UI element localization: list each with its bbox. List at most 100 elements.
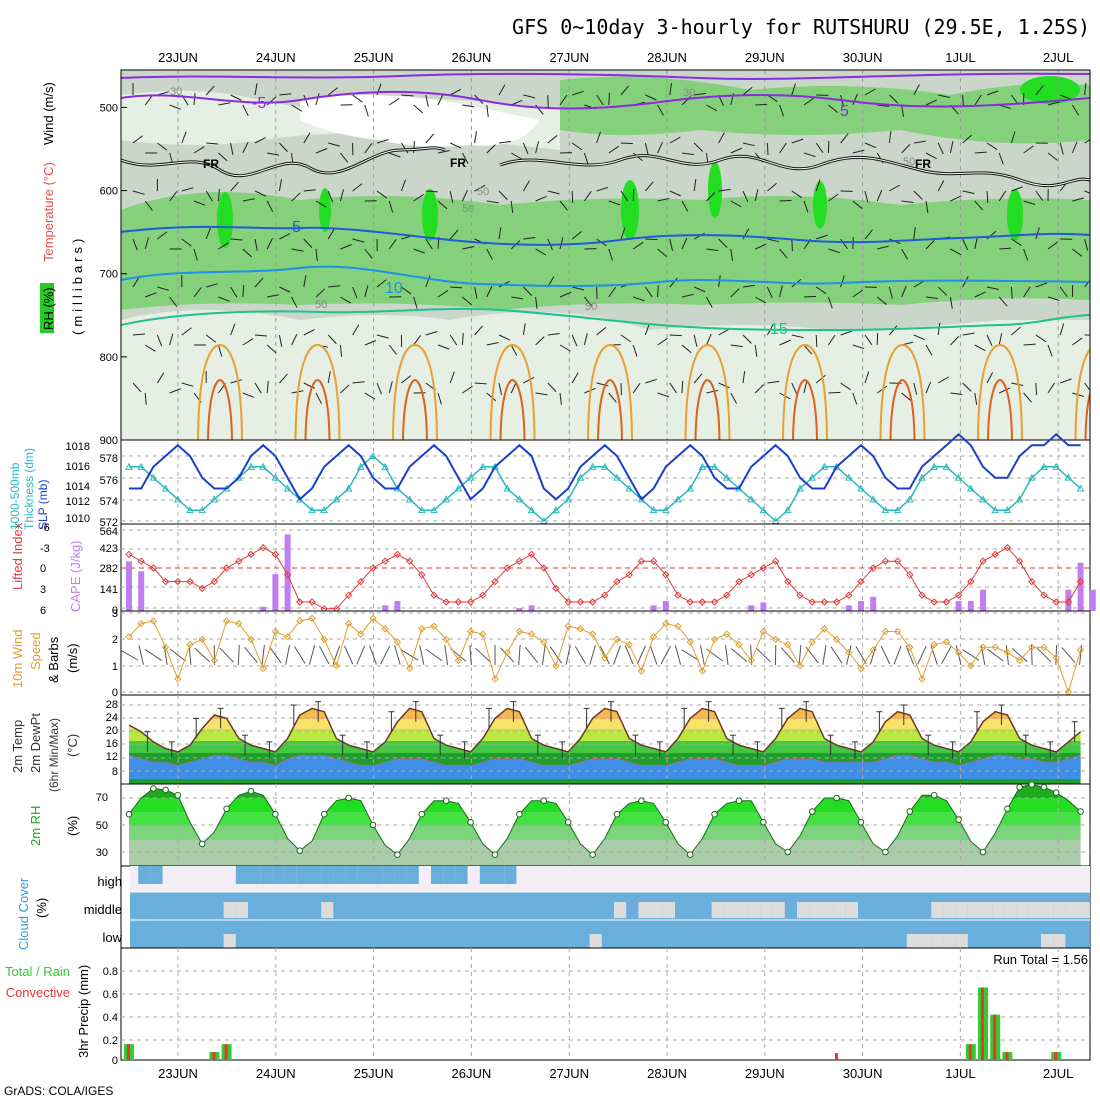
- wind-barb: [559, 392, 562, 405]
- wind-barb: [864, 88, 876, 96]
- rh-point: [1077, 808, 1084, 815]
- cape-bar: [1089, 589, 1096, 611]
- wind-barb: [889, 184, 901, 192]
- wind-barb: [254, 83, 258, 96]
- wind-barb: [364, 392, 376, 400]
- wind-speed-point: [149, 617, 158, 625]
- wind-barb: [244, 647, 258, 663]
- wind-barb: [852, 200, 863, 209]
- thickness-point: [442, 495, 451, 503]
- lifted-index-point: [759, 564, 768, 572]
- wind-barb: [657, 392, 670, 398]
- wind-barb: [669, 277, 678, 288]
- wind-barb: [315, 93, 320, 106]
- wind-speed-point: [649, 633, 658, 641]
- lifted-index-point: [845, 591, 853, 599]
- wind-speed-point: [527, 630, 536, 638]
- wind-barb: [144, 344, 156, 352]
- isotherm-20-loop: [587, 343, 633, 440]
- wind-barb: [632, 241, 644, 250]
- li-tick: 3: [40, 584, 46, 596]
- wind-speed-point: [332, 661, 341, 670]
- wind-barb: [583, 152, 589, 165]
- low-cloud-gap: [223, 934, 236, 948]
- rh-point: [638, 797, 645, 805]
- wind-speed-point: [857, 664, 865, 673]
- lifted-index-point: [259, 543, 267, 552]
- wind-barb: [549, 646, 563, 664]
- wind-barb: [986, 372, 994, 384]
- wind-barb: [840, 133, 849, 144]
- wind-barb: [474, 382, 487, 385]
- wind-barb: [230, 323, 236, 336]
- wind-barb: [1030, 644, 1033, 666]
- lifted-index-point: [418, 571, 426, 579]
- pressure-tick-label: 600: [100, 186, 118, 198]
- wind-barb: [193, 248, 198, 261]
- lifted-index-point: [1040, 591, 1048, 599]
- lifted-index-point: [503, 564, 511, 572]
- precip-axis-label: Total / Rain: [5, 964, 70, 979]
- thickness-point: [198, 506, 207, 514]
- thickness-point: [527, 506, 536, 514]
- wind-barb: [218, 296, 230, 302]
- middle-cloud-gaps: [223, 902, 1090, 918]
- cape-tick: 0: [112, 605, 118, 617]
- date-label: 23JUN: [158, 50, 198, 65]
- wind-barb: [1023, 286, 1031, 298]
- wind-barb: [669, 136, 681, 144]
- wind-barb: [205, 334, 217, 343]
- thickness-series: [129, 454, 1082, 523]
- high-cloud-bar: [394, 866, 407, 884]
- thickness-point: [979, 495, 987, 503]
- wind-barb: [1047, 152, 1058, 161]
- isotherm-15: [121, 307, 1090, 332]
- wind-barb: [827, 296, 833, 309]
- wind-axis-label: Wind (m/s): [41, 82, 56, 145]
- wind-barb: [986, 142, 998, 150]
- wind-speed-point: [161, 643, 170, 651]
- lifted-index-point: [625, 571, 633, 579]
- wind-barb: [474, 286, 478, 299]
- high-cloud-bar: [370, 866, 383, 884]
- isotherm-minus10: [121, 72, 1090, 80]
- wind-barb: [693, 334, 698, 347]
- middle-cloud-gap: [1077, 902, 1090, 918]
- wind-barb: [278, 334, 283, 347]
- thickness-point: [1015, 495, 1024, 503]
- thickness-point: [930, 462, 939, 470]
- wind-barb: [163, 645, 168, 665]
- wind-barb: [437, 290, 449, 298]
- wind-speed-point: [210, 656, 219, 665]
- wind-barb: [669, 83, 672, 96]
- wind-barb: [230, 379, 243, 384]
- wind-barb: [742, 284, 755, 288]
- rh-contour-label: 50: [315, 299, 327, 311]
- wind-speed-point: [308, 614, 316, 623]
- wind-barb: [364, 340, 377, 346]
- date-label: 29JUN: [745, 1066, 785, 1081]
- wind-barb: [437, 392, 442, 405]
- wind-speed-point: [637, 667, 646, 675]
- thickness-point: [759, 506, 768, 514]
- high-cloud-bar: [138, 866, 151, 884]
- wind-barb: [510, 152, 522, 160]
- wind-axis-label: (m/s): [65, 643, 80, 673]
- wind-barb: [624, 645, 634, 665]
- wind-barb: [1084, 382, 1090, 392]
- high-cloud-bar: [345, 866, 358, 884]
- wind-barb: [188, 644, 192, 666]
- lifted-index-point: [954, 591, 963, 599]
- high-cloud-bar: [321, 866, 334, 884]
- wind-barb: [986, 90, 999, 96]
- wind-speed-point: [393, 638, 402, 646]
- high-cloud-bar: [235, 866, 248, 884]
- rh-2m-series: [128, 783, 1081, 856]
- wind-barb: [880, 645, 891, 665]
- wind-barb: [303, 94, 309, 107]
- wind-barb: [388, 98, 400, 106]
- cape-bar: [516, 608, 523, 611]
- thickness-point: [698, 462, 707, 470]
- thickness-point: [600, 462, 609, 470]
- cape-bar: [1077, 562, 1084, 611]
